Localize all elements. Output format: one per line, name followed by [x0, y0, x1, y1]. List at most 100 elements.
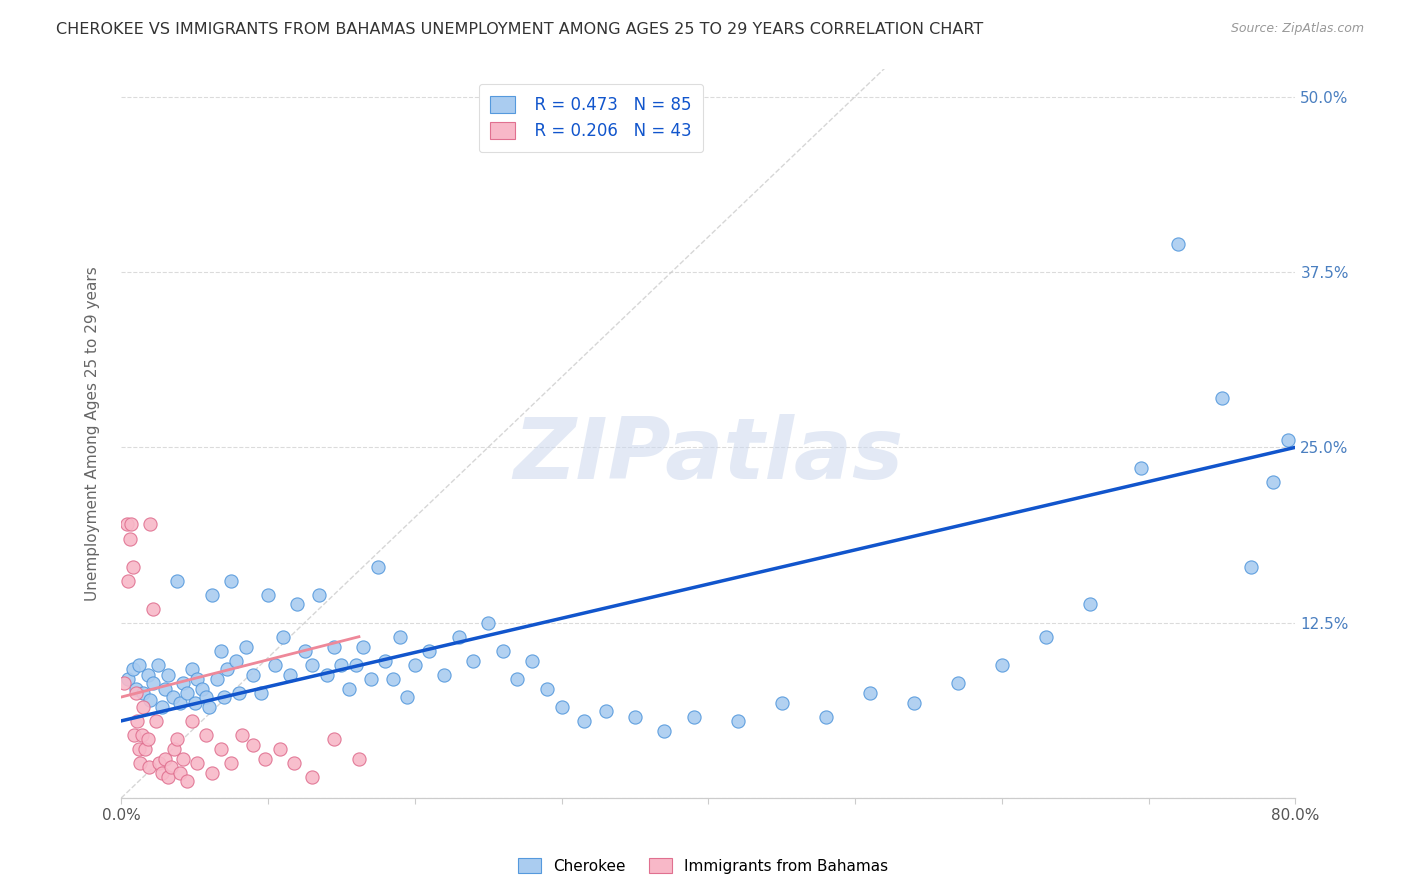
Point [1078, 598, 1101, 612]
Point [212, 690, 235, 704]
Point [1035, 630, 1057, 644]
Point [389, 630, 412, 644]
Y-axis label: Unemployment Among Ages 25 to 29 years: Unemployment Among Ages 25 to 29 years [86, 266, 100, 600]
Point [162, 690, 184, 704]
Point [264, 657, 287, 672]
Point [115, 517, 138, 532]
Point [374, 654, 396, 668]
Point [219, 756, 242, 770]
Point [157, 770, 180, 784]
Point [253, 752, 276, 766]
Point [142, 676, 165, 690]
Point [1240, 559, 1263, 574]
Point [118, 532, 141, 546]
Point [125, 686, 148, 700]
Point [219, 574, 242, 588]
Point [323, 732, 346, 747]
Point [404, 657, 426, 672]
Point [301, 770, 323, 784]
Point [176, 686, 198, 700]
Point [447, 630, 470, 644]
Point [157, 667, 180, 681]
Point [209, 644, 232, 658]
Point [153, 681, 176, 696]
Point [117, 672, 139, 686]
Point [160, 760, 183, 774]
Point [396, 690, 419, 704]
Point [172, 676, 194, 690]
Point [285, 598, 308, 612]
Point [122, 559, 145, 574]
Point [122, 662, 145, 676]
Point [138, 760, 160, 774]
Point [166, 732, 188, 747]
Point [520, 654, 543, 668]
Point [176, 774, 198, 789]
Point [1263, 475, 1285, 490]
Point [1211, 391, 1233, 405]
Point [337, 681, 360, 696]
Point [183, 696, 205, 710]
Point [595, 704, 617, 718]
Point [136, 667, 159, 681]
Point [242, 738, 264, 752]
Point [186, 756, 208, 770]
Point [112, 676, 135, 690]
Point [381, 672, 404, 686]
Point [269, 742, 291, 756]
Point [492, 644, 515, 658]
Point [132, 699, 155, 714]
Point [463, 654, 485, 668]
Point [146, 657, 169, 672]
Point [131, 728, 153, 742]
Point [506, 672, 529, 686]
Point [278, 667, 301, 681]
Point [550, 699, 572, 714]
Point [180, 662, 202, 676]
Point [148, 756, 170, 770]
Point [215, 662, 238, 676]
Point [186, 672, 208, 686]
Point [150, 699, 173, 714]
Point [352, 640, 374, 654]
Point [201, 588, 224, 602]
Point [201, 765, 224, 780]
Point [433, 667, 456, 681]
Point [903, 696, 925, 710]
Point [169, 696, 191, 710]
Point [315, 667, 337, 681]
Point [1167, 236, 1189, 251]
Point [344, 657, 367, 672]
Point [205, 672, 228, 686]
Point [294, 644, 316, 658]
Point [624, 709, 647, 723]
Text: CHEROKEE VS IMMIGRANTS FROM BAHAMAS UNEMPLOYMENT AMONG AGES 25 TO 29 YEARS CORRE: CHEROKEE VS IMMIGRANTS FROM BAHAMAS UNEM… [56, 22, 983, 37]
Point [323, 640, 346, 654]
Legend: Cherokee, Immigrants from Bahamas: Cherokee, Immigrants from Bahamas [512, 852, 894, 880]
Point [235, 640, 257, 654]
Point [859, 686, 882, 700]
Point [139, 693, 162, 707]
Point [360, 672, 382, 686]
Point [198, 699, 221, 714]
Text: Source: ZipAtlas.com: Source: ZipAtlas.com [1230, 22, 1364, 36]
Point [249, 686, 271, 700]
Point [191, 681, 214, 696]
Point [814, 709, 837, 723]
Point [139, 517, 162, 532]
Legend:   R = 0.473   N = 85,   R = 0.206   N = 43: R = 0.473 N = 85, R = 0.206 N = 43 [478, 84, 703, 153]
Point [283, 756, 305, 770]
Point [209, 742, 232, 756]
Point [1277, 434, 1299, 448]
Point [134, 742, 156, 756]
Point [271, 630, 294, 644]
Point [301, 657, 323, 672]
Point [536, 681, 558, 696]
Point [124, 728, 146, 742]
Point [572, 714, 595, 728]
Point [1130, 461, 1153, 475]
Point [145, 714, 167, 728]
Point [127, 714, 149, 728]
Point [128, 742, 150, 756]
Point [946, 676, 969, 690]
